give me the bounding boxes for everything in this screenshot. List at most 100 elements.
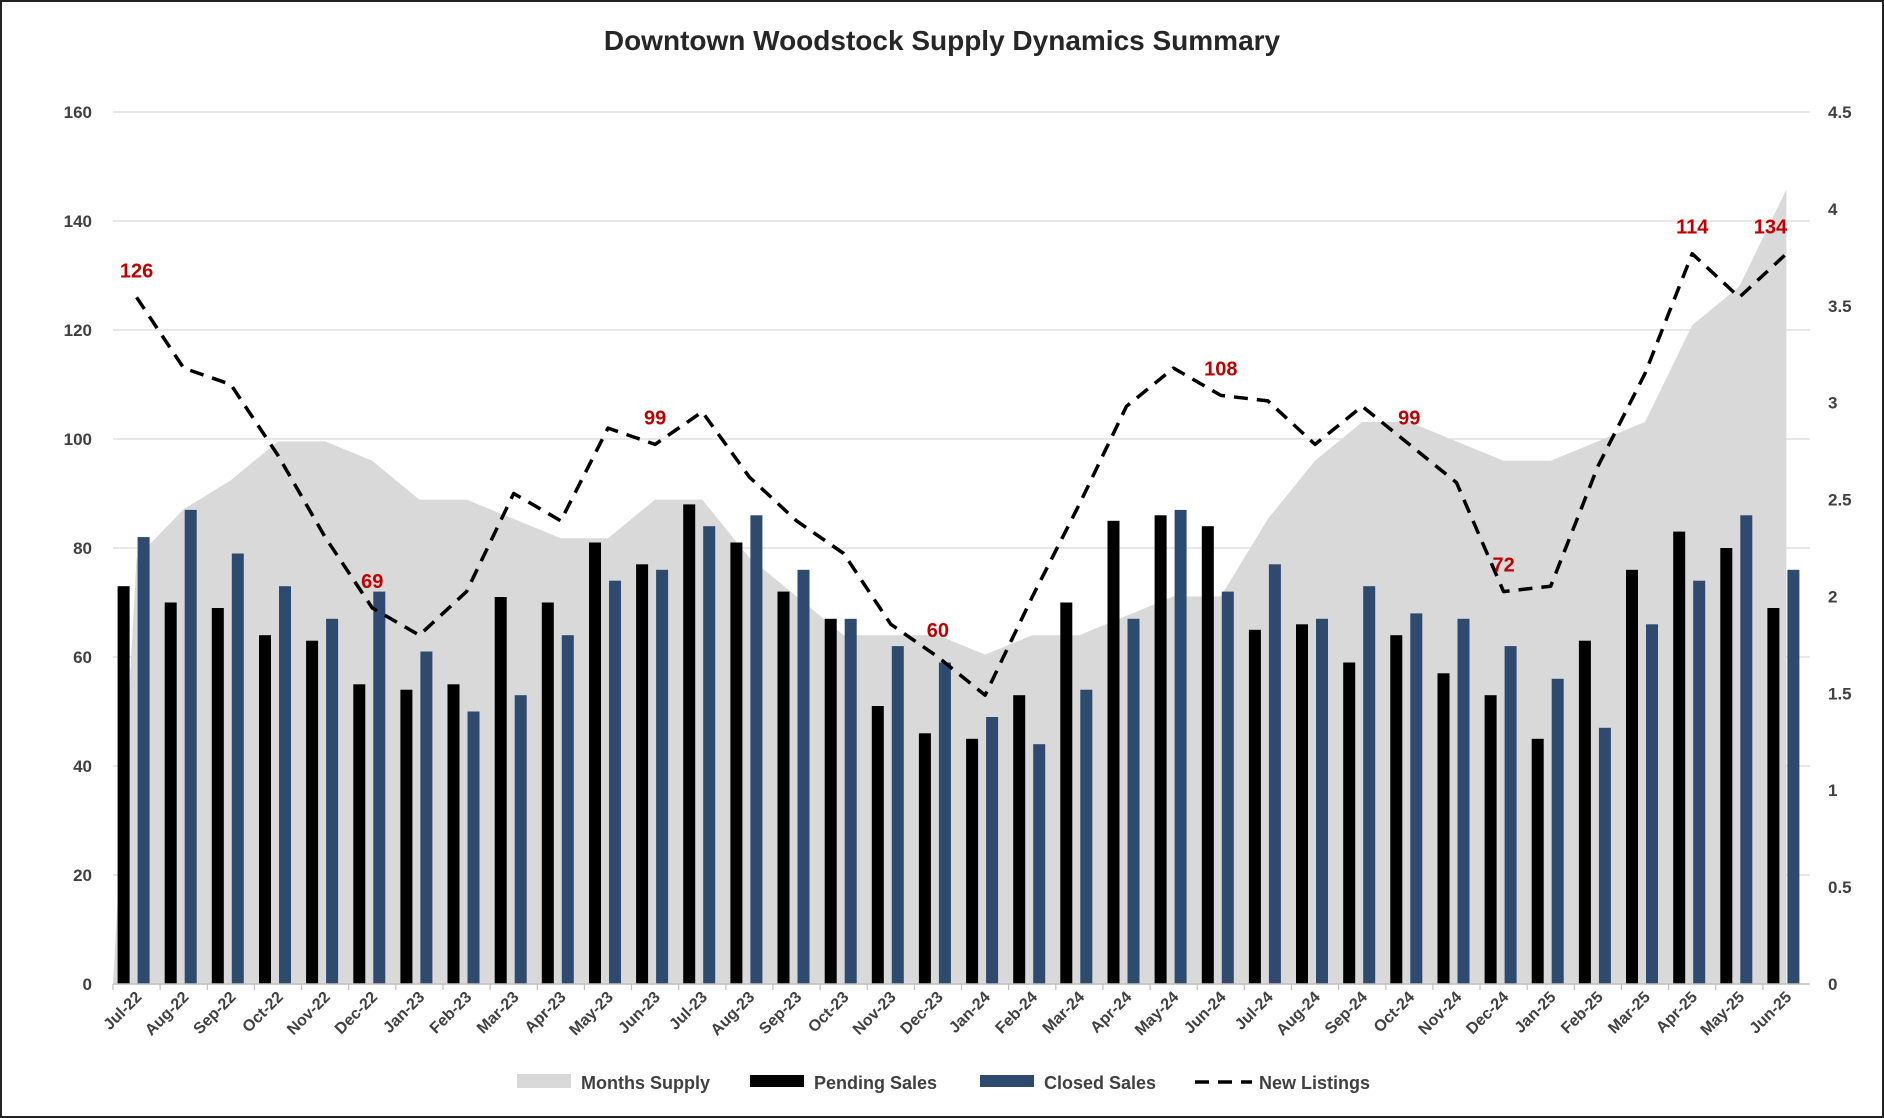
x-tick-nov-22: Nov-22 (284, 989, 334, 1039)
pending-sales-bar-nov-22 (306, 640, 319, 984)
pending-sales-bar-jan-23 (400, 689, 413, 984)
data-label-dec-23: 60 (927, 620, 949, 642)
closed-sales-bar-mar-25 (1646, 624, 1658, 984)
closed-sales-bar-sep-23 (797, 569, 810, 984)
data-label-dec-24: 72 (1492, 555, 1514, 577)
x-tick-sep-23: Sep-23 (756, 989, 805, 1038)
x-tick-may-24: May-24 (1132, 989, 1182, 1039)
closed-sales-bar-jun-24 (1221, 591, 1234, 984)
y-right-tick-0-5: 0.5 (1828, 878, 1852, 897)
closed-sales-bar-jul-23 (703, 526, 716, 984)
pending-sales-bar-dec-24 (1484, 695, 1497, 984)
pending-sales-bar-jul-23 (683, 504, 696, 984)
pending-sales-bar-feb-23 (447, 684, 460, 985)
data-label-jul-22: 126 (120, 260, 153, 282)
pending-sales-bar-oct-24 (1390, 635, 1403, 984)
closed-sales-bar-mar-23 (514, 695, 527, 984)
x-tick-nov-24: Nov-24 (1416, 989, 1466, 1039)
data-label-oct-24: 99 (1398, 407, 1420, 429)
pending-sales-bar-dec-23 (918, 733, 931, 984)
data-label-jun-25: 134 (1754, 217, 1788, 239)
closed-sales-bar-jul-22 (137, 537, 150, 984)
y-left-tick-20: 20 (73, 866, 92, 885)
pending-sales-bar-sep-24 (1343, 662, 1356, 984)
x-tick-jan-25: Jan-25 (1512, 989, 1560, 1037)
pending-sales-bar-nov-24 (1437, 673, 1450, 984)
closed-sales-bar-oct-24 (1410, 613, 1423, 984)
x-tick-jul-23: Jul-23 (666, 989, 711, 1034)
closed-sales-bar-dec-22 (373, 591, 386, 984)
x-tick-apr-25: Apr-25 (1653, 989, 1701, 1037)
x-tick-aug-24: Aug-24 (1273, 989, 1323, 1039)
y-left-tick-100: 100 (64, 430, 92, 449)
x-tick-dec-24: Dec-24 (1463, 989, 1512, 1038)
y-right-tick-2-5: 2.5 (1828, 491, 1852, 510)
closed-sales-bar-feb-24 (1033, 744, 1046, 984)
closed-sales-bar-jul-24 (1268, 564, 1281, 984)
x-tick-sep-22: Sep-22 (191, 989, 240, 1038)
closed-sales-bar-mar-24 (1080, 689, 1093, 984)
x-tick-jan-23: Jan-23 (380, 989, 428, 1037)
bars-layer (117, 504, 1800, 985)
closed-sales-bar-nov-22 (326, 618, 339, 984)
x-tick-jul-22: Jul-22 (101, 989, 146, 1034)
pending-sales-bar-feb-25 (1578, 640, 1591, 984)
y-right-tick-0: 0 (1828, 975, 1837, 994)
pending-sales-bar-jun-24 (1201, 526, 1214, 984)
pending-sales-bar-aug-22 (164, 602, 177, 984)
closed-sales-bar-jan-23 (420, 651, 433, 984)
closed-sales-bar-apr-25 (1693, 580, 1706, 984)
x-tick-jan-24: Jan-24 (946, 989, 994, 1037)
pending-sales-bar-oct-23 (824, 618, 837, 984)
closed-sales-bar-nov-23 (891, 646, 904, 984)
data-label-jun-23: 99 (644, 407, 666, 429)
new-listings-line (135, 251, 1788, 697)
closed-sales-bar-aug-22 (184, 509, 197, 984)
pending-sales-bar-mar-24 (1060, 602, 1073, 984)
legend-swatch-months-supply (517, 1074, 571, 1088)
data-label-dec-22: 69 (361, 571, 383, 593)
pending-sales-bar-oct-22 (259, 635, 271, 984)
pending-sales-bar-jul-24 (1248, 629, 1261, 985)
closed-sales-bar-sep-24 (1363, 586, 1376, 984)
closed-sales-bar-may-23 (609, 580, 621, 984)
pending-sales-bar-apr-24 (1107, 520, 1120, 985)
legend-label-new-listings: New Listings (1259, 1073, 1370, 1093)
closed-sales-bar-feb-25 (1598, 727, 1611, 984)
closed-sales-bar-jan-25 (1551, 678, 1564, 984)
new-listings-line-layer (135, 251, 1788, 697)
y-right-tick-3: 3 (1828, 394, 1837, 413)
pending-sales-bar-may-25 (1720, 548, 1733, 984)
y-left-tick-0: 0 (83, 975, 92, 994)
y-right-tick-1-5: 1.5 (1828, 684, 1852, 703)
closed-sales-bar-may-24 (1174, 509, 1187, 984)
pending-sales-bar-jul-22 (117, 586, 130, 984)
x-tick-aug-22: Aug-22 (142, 989, 192, 1039)
legend-swatch-pending-sales (750, 1075, 804, 1087)
x-tick-apr-23: Apr-23 (522, 989, 570, 1037)
legend-swatch-closed-sales (980, 1075, 1034, 1087)
closed-sales-bar-jan-24 (986, 717, 999, 984)
pending-sales-bar-jun-23 (636, 564, 649, 984)
closed-sales-bar-nov-24 (1457, 618, 1470, 984)
x-tick-jul-24: Jul-24 (1232, 989, 1277, 1034)
x-tick-mar-24: Mar-24 (1040, 989, 1089, 1038)
pending-sales-bar-aug-24 (1296, 624, 1308, 984)
y-right-tick-2: 2 (1828, 587, 1837, 606)
y-left-tick-140: 140 (64, 212, 92, 231)
x-tick-aug-23: Aug-23 (708, 989, 758, 1039)
closed-sales-bar-oct-22 (279, 586, 291, 984)
closed-sales-bar-jun-23 (656, 569, 669, 984)
closed-sales-bar-sep-22 (231, 553, 244, 984)
x-tick-may-25: May-25 (1698, 989, 1748, 1039)
pending-sales-bar-mar-23 (494, 597, 507, 984)
closed-sales-bar-may-25 (1740, 515, 1753, 984)
x-tick-feb-24: Feb-24 (993, 989, 1042, 1038)
pending-sales-bar-may-23 (589, 542, 601, 984)
y-right-tick-4: 4 (1828, 200, 1838, 219)
closed-sales-bar-aug-23 (750, 515, 763, 984)
x-tick-jun-25: Jun-25 (1747, 989, 1796, 1038)
pending-sales-bar-jun-25 (1767, 608, 1780, 984)
y-left-tick-120: 120 (64, 321, 92, 340)
pending-sales-bar-may-24 (1154, 515, 1167, 984)
